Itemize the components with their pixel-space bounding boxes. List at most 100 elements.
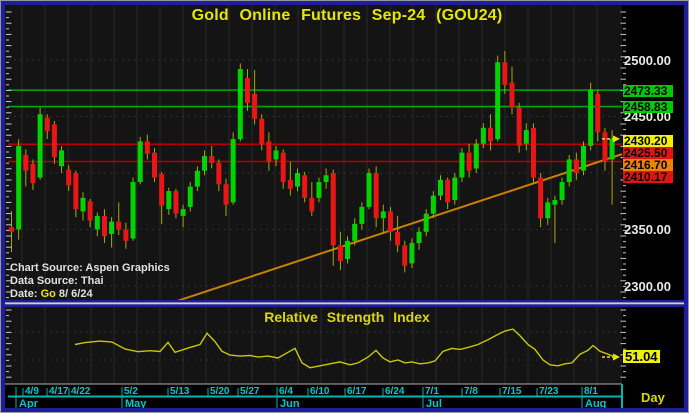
candle [73,170,79,218]
candle-body [159,174,165,206]
candle [345,236,351,264]
candle-body [545,202,551,219]
candle [552,195,558,244]
rsi-arrow-head [613,353,620,361]
candle-body [109,221,115,235]
candle-body [602,132,608,162]
candle [495,55,501,142]
candle [116,202,122,236]
candle-body [252,93,258,119]
panel-separator [1,304,688,307]
candle-body [552,200,558,205]
rsi-value-badge: 51.04 [623,349,660,364]
candle [137,136,143,185]
candle-body [66,169,72,186]
candle-body [473,143,479,169]
candle-body [366,173,372,207]
candle [30,159,36,190]
candle [523,123,529,151]
rsi-panel[interactable] [5,307,622,384]
candle [452,173,458,205]
candle [459,148,465,183]
candle [316,177,322,203]
candle-body [395,231,401,246]
candle [566,154,572,187]
candle-body [230,139,236,203]
candle-body [30,163,36,184]
candle [109,217,115,248]
candle-body [373,173,379,219]
candle [144,134,150,160]
candle-body [330,173,336,246]
candle [237,63,243,142]
candle-body [416,231,422,244]
candle-body [566,159,572,183]
candle [545,197,551,225]
candle-body [588,89,594,146]
candle [538,173,544,228]
candle-body [573,159,579,173]
candle [273,145,279,167]
candle [416,227,422,250]
candle [209,145,215,169]
candle [595,89,601,142]
candle-body [581,145,586,171]
candle [609,130,615,205]
candle [187,182,193,212]
candle [280,149,286,189]
candle [166,187,172,215]
candle [173,188,179,219]
candle-body [502,62,508,85]
candle-body [194,170,200,187]
chart-source-text: Chart Source: Aspen Graphics [10,262,170,274]
candle [423,209,429,237]
candle-body [209,156,215,163]
candle-body [295,173,300,187]
candle-body [116,221,122,230]
candle [573,152,579,180]
candle-body [345,240,351,259]
candle [352,218,358,246]
candle-body [359,206,365,224]
candle-body [94,215,100,230]
chart-info-block: Chart Source: Aspen Graphics Data Source… [10,262,170,301]
candle-body [323,175,329,183]
candle-body [480,127,486,144]
candle-body [202,156,208,171]
candle [380,204,386,235]
candle [502,50,508,94]
candle-body [259,118,265,144]
candle [230,132,236,205]
candle [473,139,479,173]
candle-body [237,69,243,140]
candle-body [280,152,286,183]
candle-body [37,114,43,178]
candle [395,215,401,253]
candle-body [59,150,65,167]
candle [488,114,494,151]
candle [466,143,472,178]
candle [530,123,536,185]
candle-body [173,191,179,214]
candle-body [273,150,279,160]
candle-body [152,152,157,178]
candle-body [438,179,443,196]
candle [244,69,250,111]
candle [259,114,265,151]
candle-body [9,227,14,232]
candle-body [16,145,22,230]
candle-body [309,197,315,212]
candle [87,198,93,228]
candle-body [352,223,358,241]
candle [480,123,486,149]
candle-body [316,182,322,198]
candle-body [51,124,57,158]
candle-body [80,197,86,212]
candle [402,240,408,273]
candle [588,82,594,151]
candle [287,161,293,196]
panel-separator [1,300,688,303]
candle-body [287,179,293,189]
candle [309,182,315,216]
